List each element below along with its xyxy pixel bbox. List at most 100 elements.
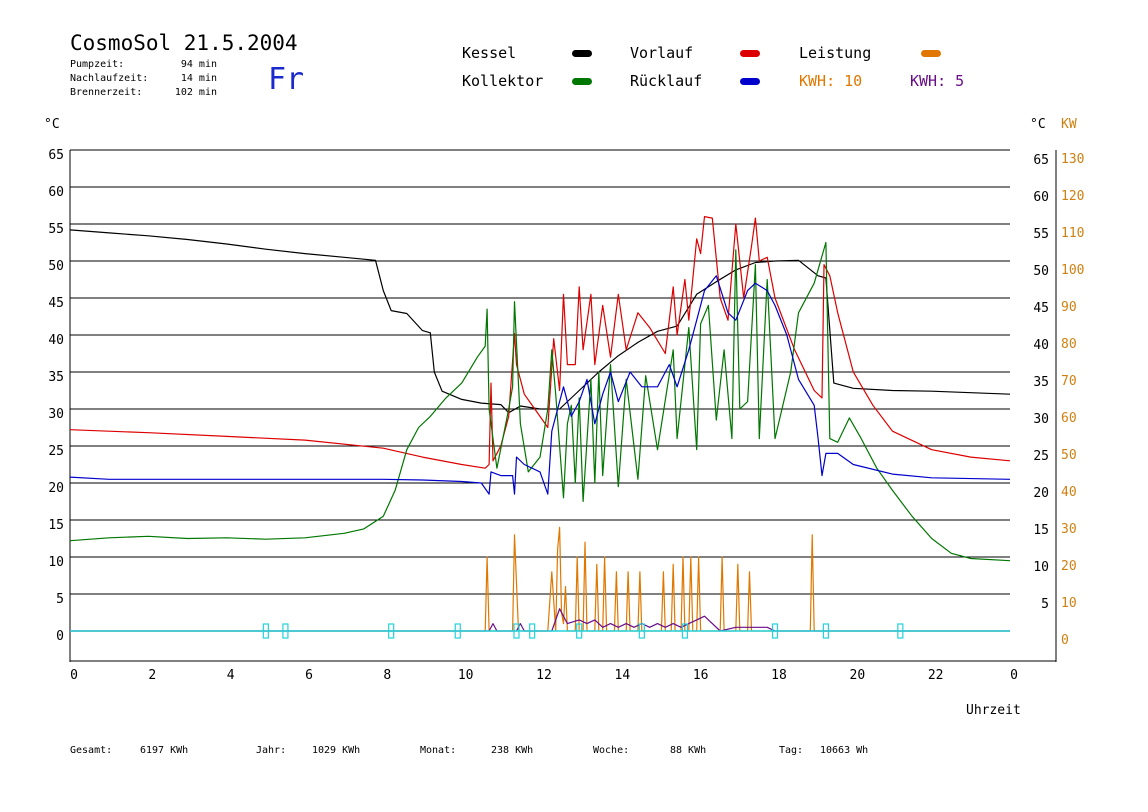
y-tick-labels-right: 5 10 15 20 25 30 35 40 45 50 55 60 65	[1033, 153, 1049, 612]
footer-value-woche: 88 KWh	[670, 745, 706, 756]
pump-marker-4	[513, 623, 520, 639]
y-tick-left-5: 5	[56, 592, 64, 607]
footer-label-gesamt: Gesamt:	[70, 745, 112, 756]
y-tick-left-30: 30	[48, 407, 64, 422]
footer-totals: Gesamt: 6197 KWh Jahr: 1029 KWh Monat: 2…	[70, 745, 868, 756]
pump-marker-9	[771, 623, 779, 639]
pump-marker-11	[897, 623, 904, 639]
stats-block: Pumpzeit: 94 min Nachlaufzeit: 14 min Br…	[70, 59, 217, 98]
series-line-kollektor	[69, 241, 1011, 562]
y-tick-right-15: 15	[1033, 523, 1049, 538]
y-tick-right-60: 60	[1033, 190, 1049, 205]
x-tick-labels: 0 2 4 6 8 10 12 14 16 18 20 22 0	[70, 668, 1018, 683]
x-tick-8: 16	[693, 668, 709, 683]
gridlines	[70, 149, 1010, 595]
y-tick-left-55: 55	[48, 222, 64, 237]
y-tick-right-10: 10	[1033, 560, 1049, 575]
pump-markers	[70, 623, 1010, 639]
x-tick-0: 0	[70, 668, 78, 683]
plot-frame	[69, 150, 1057, 662]
x-tick-9: 18	[771, 668, 787, 683]
y-tick-left-0: 0	[56, 629, 64, 644]
legend-swatch-kollektor	[572, 78, 592, 85]
y-tick-left-45: 45	[48, 296, 64, 311]
x-tick-11: 22	[928, 668, 944, 683]
series-layer	[69, 216, 1011, 632]
legend-label-kwh2: KWH: 5	[910, 72, 964, 90]
footer-label-jahr: Jahr:	[256, 745, 286, 756]
y-tick-right-45: 45	[1033, 301, 1049, 316]
y-tick-left-15: 15	[48, 518, 64, 533]
y-tick-kw-40: 40	[1061, 485, 1077, 500]
y-axis-unit-left: °C	[44, 117, 60, 132]
stat-value-pumpzeit: 94 min	[181, 59, 217, 70]
y-tick-kw-10: 10	[1061, 596, 1077, 611]
y-tick-left-60: 60	[48, 185, 64, 200]
x-tick-4: 8	[383, 668, 391, 683]
y-tick-right-30: 30	[1033, 412, 1049, 427]
y-tick-kw-100: 100	[1061, 263, 1084, 278]
footer-label-tag: Tag:	[779, 745, 803, 756]
x-tick-12: 0	[1010, 668, 1018, 683]
y-tick-left-65: 65	[48, 148, 64, 163]
footer-label-woche: Woche:	[593, 745, 629, 756]
y-tick-kw-80: 80	[1061, 337, 1077, 352]
footer-value-tag: 10663 Wh	[820, 745, 868, 756]
y-tick-kw-110: 110	[1061, 226, 1084, 241]
y-tick-kw-70: 70	[1061, 374, 1077, 389]
legend-label-ruecklauf: Rücklauf	[630, 72, 702, 90]
x-tick-10: 20	[850, 668, 866, 683]
y-tick-right-65: 65	[1033, 153, 1049, 168]
legend-label-leistung: Leistung	[799, 44, 871, 62]
y-tick-kw-0: 0	[1061, 633, 1069, 648]
stat-value-brennerzeit: 102 min	[175, 87, 217, 98]
y-tick-right-20: 20	[1033, 486, 1049, 501]
footer-label-monat: Monat:	[420, 745, 456, 756]
y-tick-kw-60: 60	[1061, 411, 1077, 426]
y-tick-right-55: 55	[1033, 227, 1049, 242]
pump-marker-1	[282, 623, 289, 639]
pump-marker-5	[529, 623, 536, 639]
y-tick-kw-50: 50	[1061, 448, 1077, 463]
pump-marker-3	[454, 623, 461, 639]
series-line-leistung	[70, 526, 1010, 632]
y-tick-right-35: 35	[1033, 375, 1049, 390]
legend-label-vorlauf: Vorlauf	[630, 44, 693, 62]
stat-label-brennerzeit: Brennerzeit:	[70, 87, 142, 98]
y-tick-left-35: 35	[48, 370, 64, 385]
series-line-kwh2	[70, 608, 1010, 632]
series-line-ruecklauf	[69, 275, 1011, 495]
series-line-kessel	[69, 229, 1011, 414]
y-tick-kw-130: 130	[1061, 152, 1084, 167]
x-tick-7: 14	[615, 668, 631, 683]
y-tick-left-50: 50	[48, 259, 64, 274]
y-tick-left-10: 10	[48, 555, 64, 570]
y-tick-kw-30: 30	[1061, 522, 1077, 537]
stat-label-pumpzeit: Pumpzeit:	[70, 59, 124, 70]
y-tick-left-20: 20	[48, 481, 64, 496]
x-axis-label: Uhrzeit	[966, 703, 1021, 718]
legend-swatch-vorlauf	[740, 50, 760, 57]
legend-swatch-kessel	[572, 50, 592, 57]
footer-value-jahr: 1029 KWh	[312, 745, 360, 756]
legend-label-kwh1: KWH: 10	[799, 72, 862, 90]
y-axis-unit-kw: KW	[1061, 117, 1077, 132]
pump-marker-6	[576, 623, 583, 639]
y-tick-kw-120: 120	[1061, 189, 1084, 204]
weekday-label: Fr	[268, 62, 304, 97]
y-tick-kw-20: 20	[1061, 559, 1077, 574]
y-tick-kw-90: 90	[1061, 300, 1077, 315]
y-tick-left-40: 40	[48, 333, 64, 348]
footer-value-gesamt: 6197 KWh	[140, 745, 188, 756]
y-tick-right-5: 5	[1041, 597, 1049, 612]
x-tick-6: 12	[536, 668, 552, 683]
legend-label-kollektor: Kollektor	[462, 72, 543, 90]
chart-title: CosmoSol 21.5.2004	[70, 31, 298, 55]
y-tick-left-25: 25	[48, 444, 64, 459]
series-line-vorlauf	[69, 216, 1011, 469]
y-tick-labels-left: 0 5 10 15 20 25 30 35 40 45 50 55 60 65	[48, 148, 64, 644]
legend: Kessel Kollektor Vorlauf Rücklauf Leistu…	[462, 44, 964, 90]
legend-label-kessel: Kessel	[462, 44, 516, 62]
stat-label-nachlaufzeit: Nachlaufzeit:	[70, 73, 148, 84]
footer-value-monat: 238 KWh	[491, 745, 533, 756]
